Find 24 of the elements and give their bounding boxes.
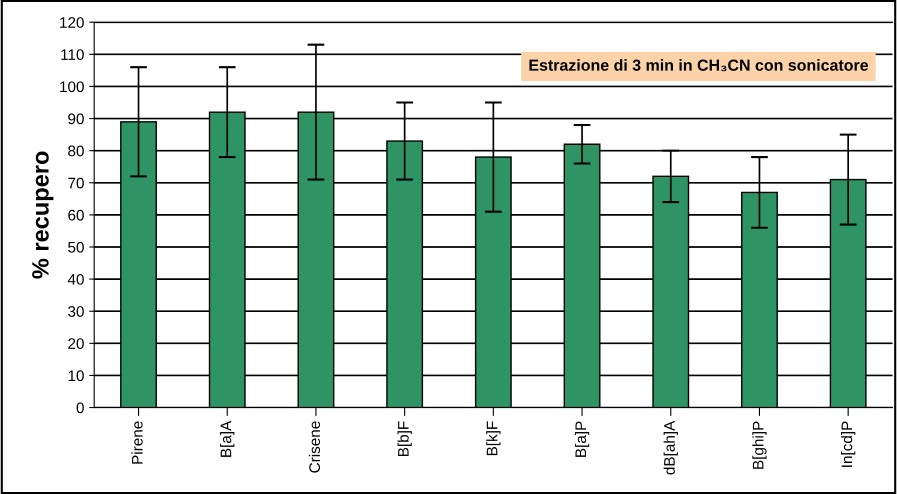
y-tick-label: 40 [68,274,84,285]
text: Estrazione di 3 min in CH₃CN con sonicatore [529,59,868,72]
y-tick-label: 50 [68,242,84,253]
y-tick-label: 110 [61,49,84,60]
y-tick-label: 60 [68,210,84,221]
y-tick-label: 80 [68,146,84,156]
x-tick-label: In[cd]P [841,422,856,467]
x-tick-label: Pirene [131,421,143,464]
x-tick-label: B[a]A [220,420,234,457]
y-tick-label: 70 [68,178,84,188]
x-tick-label: dB[ah]A [664,420,678,474]
y-tick-label: 0 [76,402,84,414]
x-tick-label: B[b]F [398,421,412,456]
x-tick-label: B[ghi]P [752,422,767,469]
y-axis-title: % recupero [32,152,54,279]
x-tick-label: B[k]F [486,421,500,456]
y-tick-label: 120 [60,17,84,28]
y-tick-label: 90 [68,113,84,124]
y-tick-label: 10 [68,370,84,382]
x-tick-label: B[a]P [574,422,590,457]
y-tick-label: 20 [68,338,84,350]
x-tick-label: Crisene [308,421,320,473]
y-tick-label: 100 [60,81,84,92]
y-tick-label: 30 [68,306,84,317]
